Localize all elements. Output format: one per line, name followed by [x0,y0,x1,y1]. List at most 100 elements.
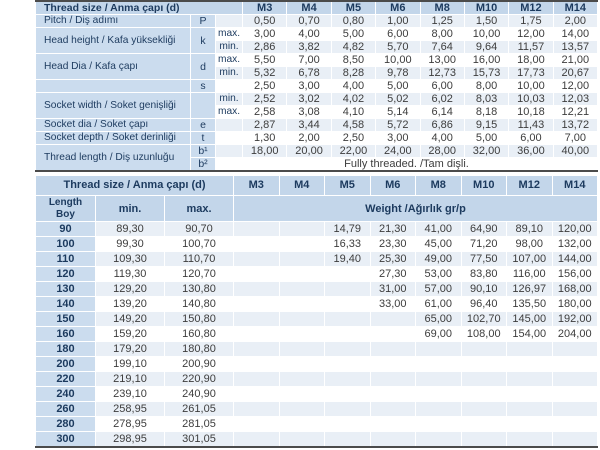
weight-value [460,431,507,448]
dimension-row: Thread length / Diş uzunluğu b¹ 18,00 20,00… [35,144,599,172]
dimension-value: 4,00 [330,79,377,93]
dimension-value: 12,21 [552,105,599,119]
dimension-value: 2,52 [241,92,288,106]
dimension-row: min. 5,32 6,78 8,28 9,78 12,73 15,73 17,73 20,67 [36,66,599,80]
length-value: 120 [35,266,96,282]
weight-value: 90,10 [460,281,507,297]
dimension-value: 13,00 [419,53,465,67]
max-length-value: 200,90 [164,356,234,372]
weight-value: 33,00 [369,296,416,312]
dimension-value: 6,02 [419,92,465,106]
dimension-value: 12,00 [508,27,554,41]
dimension-value: 3,00 [241,27,288,41]
dimension-value: 22,00 [330,144,377,158]
weight-value [233,221,280,237]
dimension-row: Pitch / Diş adımı P 0,50 0,70 0,80 1,00 1,25 1,… [35,14,599,28]
length-row: 260 258,95 261,05 [35,401,598,417]
dimension-value: 13,57 [552,40,599,54]
length-row: 140 139,20 140,80 33,00 61,00 96,40 135,50 180,… [35,296,598,312]
dimension-value: 4,00 [286,27,332,41]
weight-value [233,311,280,327]
dimension-value: 10,00 [375,53,421,67]
min-length-value: 159,20 [95,326,165,342]
thread-size-column-header: M12 [506,175,553,196]
dimension-symbol [190,92,216,119]
length-row: 280 278,95 281,05 [35,416,598,432]
weight-value: 25,30 [369,251,416,267]
dimension-symbol: P [190,14,216,28]
dimension-value: 18,00 [508,53,554,67]
dimension-value: 6,86 [419,118,465,132]
dimension-value: 18,00 [241,144,288,158]
weight-value [278,221,325,237]
dimension-value: 15,73 [463,66,510,80]
weight-value [324,401,371,417]
thread-size-column-header: M3 [233,175,280,196]
length-value: 260 [35,401,96,417]
dimension-row-label [35,79,191,93]
weight-value [278,326,325,342]
dimension-value: 16,00 [463,53,510,67]
length-row: 160 159,20 160,80 69,00 108,00 154,00 204,00 [35,326,598,342]
weight-value [278,371,325,387]
thread-size-column-header: M10 [460,175,507,196]
weight-value [278,341,325,357]
length-value: 180 [35,341,96,357]
dimension-value: 12,00 [552,79,599,93]
dimension-row: Head Dia / Kafa çapı d max. 5,50 7,00 8,50 10,… [35,53,599,80]
dimension-value: 12,73 [419,66,465,80]
dimension-value: 0,80 [330,14,377,28]
weight-value: 83,80 [460,266,507,282]
dimension-value: 4,82 [330,40,377,54]
dimension-value: 1,50 [463,14,510,28]
weight-value: 27,30 [369,266,416,282]
weight-column-header: Weight /Ağırlık gr/p [233,195,598,222]
weight-value [278,416,325,432]
weight-value: 16,33 [324,236,371,252]
weight-value: 53,00 [415,266,462,282]
weight-value [369,386,416,402]
weight-value [324,356,371,372]
thread-size-column-header: M4 [278,175,325,196]
length-column-header: Length Boy [35,195,96,222]
weight-value [278,281,325,297]
min-length-value: 258,95 [95,401,165,417]
dimension-value: 8,00 [463,79,510,93]
weight-value: 132,00 [551,236,598,252]
weight-value [278,296,325,312]
dimension-value: 8,00 [419,27,465,41]
weight-value [233,251,280,267]
weight-value [324,296,371,312]
length-value: 90 [35,221,96,237]
weight-value: 71,20 [460,236,507,252]
max-length-value: 301,05 [164,431,234,448]
dimension-value: 2,87 [241,118,288,132]
max-length-value: 100,70 [164,236,234,252]
dimension-qualifier: min. [215,66,243,80]
dimension-symbol: t [190,131,216,145]
weight-value [278,236,325,252]
dimension-value: 6,14 [419,105,465,119]
length-weight-table: Thread size / Anma çapı (d) M3 M4 M5 M6 M8 M1… [35,175,598,448]
weight-value: 96,40 [460,296,507,312]
max-length-value: 220,90 [164,371,234,387]
weight-value [369,401,416,417]
thread-size-column-header: M6 [369,175,416,196]
dimension-value: 6,00 [375,27,421,41]
weight-value: 14,79 [324,221,371,237]
dimension-value: 10,00 [463,27,510,41]
weight-value [415,371,462,387]
dimension-value: 36,00 [508,144,554,158]
weight-value [506,341,553,357]
dimension-value: 2,86 [241,40,288,54]
max-length-value: 240,90 [164,386,234,402]
weight-value: 57,00 [415,281,462,297]
dimension-value: 28,00 [419,144,465,158]
weight-value [233,371,280,387]
dimension-value: 1,75 [508,14,554,28]
max-length-value: 261,05 [164,401,234,417]
length-row: 110 109,30 110,70 19,40 25,30 49,00 77,50 107,0… [35,251,598,267]
weight-value: 144,00 [551,251,598,267]
weight-value: 19,40 [324,251,371,267]
weight-value [460,401,507,417]
